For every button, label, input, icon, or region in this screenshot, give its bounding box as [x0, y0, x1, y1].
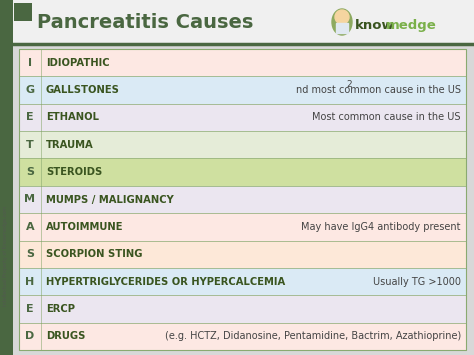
Text: SCORPION STING: SCORPION STING: [46, 249, 143, 259]
Text: G: G: [26, 85, 35, 95]
Bar: [19, 76, 466, 104]
Text: ERCP: ERCP: [46, 304, 75, 314]
Text: nd most common cause in the US: nd most common cause in the US: [296, 85, 461, 95]
Bar: [19, 323, 466, 350]
Ellipse shape: [332, 9, 352, 35]
Text: DRUGS: DRUGS: [46, 331, 85, 341]
Bar: [19, 49, 466, 350]
Text: T: T: [26, 140, 34, 150]
Bar: [13, 0, 474, 44]
Bar: [19, 158, 466, 186]
Text: know: know: [355, 19, 395, 32]
Bar: [14, 3, 32, 21]
Bar: [19, 295, 466, 323]
Text: Pancreatitis Causes: Pancreatitis Causes: [37, 12, 254, 32]
Bar: [19, 241, 466, 268]
Text: AUTOIMMUNE: AUTOIMMUNE: [46, 222, 124, 232]
Text: (e.g. HCTZ, Didanosine, Pentamidine, Bactrim, Azathioprine): (e.g. HCTZ, Didanosine, Pentamidine, Bac…: [165, 331, 461, 341]
Bar: [19, 268, 466, 295]
Text: Most common cause in the US: Most common cause in the US: [312, 113, 461, 122]
Text: GALLSTONES: GALLSTONES: [46, 85, 120, 95]
Bar: [336, 23, 348, 33]
Bar: [19, 186, 466, 213]
Text: MUMPS / MALIGNANCY: MUMPS / MALIGNANCY: [46, 195, 174, 204]
Text: TRAUMA: TRAUMA: [46, 140, 94, 150]
Text: H: H: [26, 277, 35, 286]
Bar: [19, 49, 466, 76]
Text: STEROIDS: STEROIDS: [46, 167, 102, 177]
Bar: [19, 131, 466, 158]
Circle shape: [335, 10, 349, 24]
Bar: [19, 104, 466, 131]
Text: D: D: [26, 331, 35, 341]
Text: E: E: [26, 304, 34, 314]
Text: 2: 2: [346, 80, 352, 88]
Text: I: I: [28, 58, 32, 68]
Text: S: S: [26, 249, 34, 259]
Text: A: A: [26, 222, 34, 232]
Text: E: E: [26, 113, 34, 122]
Text: S: S: [26, 167, 34, 177]
Text: M: M: [25, 195, 36, 204]
Text: medge: medge: [386, 19, 437, 32]
Text: IDIOPATHIC: IDIOPATHIC: [46, 58, 109, 68]
Text: Usually TG >1000: Usually TG >1000: [373, 277, 461, 286]
Text: HYPERTRIGLYCERIDES OR HYPERCALCEMIA: HYPERTRIGLYCERIDES OR HYPERCALCEMIA: [46, 277, 285, 286]
Text: May have IgG4 antibody present: May have IgG4 antibody present: [301, 222, 461, 232]
Text: ETHANOL: ETHANOL: [46, 113, 99, 122]
Text: Intellectual Property of Knowmedge.com: Intellectual Property of Knowmedge.com: [3, 206, 9, 306]
Bar: [0, 0, 13, 355]
Bar: [19, 213, 466, 241]
